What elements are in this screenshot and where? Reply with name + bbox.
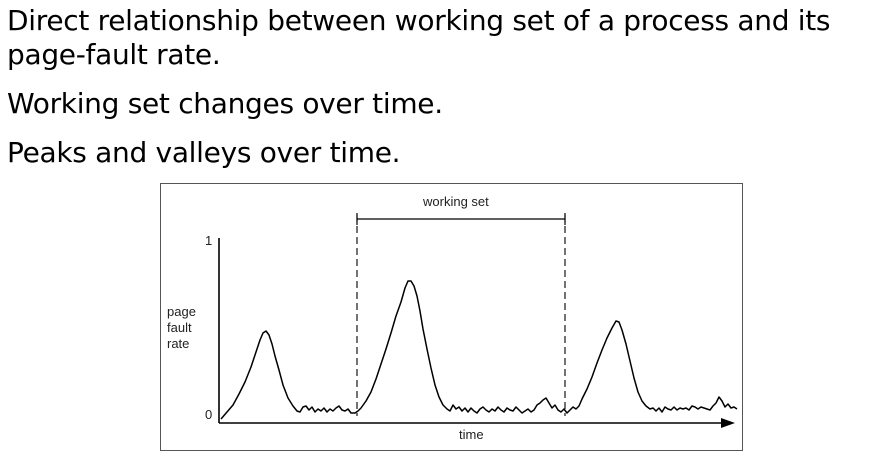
working-set-label: working set <box>423 194 489 209</box>
bullet-text-1: Direct relationship between working set … <box>7 4 831 71</box>
bullet-text-3: Peaks and valleys over time. <box>7 136 401 169</box>
figure-canvas <box>218 213 738 428</box>
x-axis-label: time <box>459 427 484 442</box>
y-axis-tick-zero: 0 <box>205 407 213 422</box>
page-fault-curve <box>220 280 738 420</box>
y-axis-tick-one: 1 <box>205 233 213 248</box>
working-set-page-fault-figure: working set 1 0 page fault rate time <box>160 183 743 451</box>
y-axis-label: page fault rate <box>167 304 196 351</box>
bullet-text-2: Working set changes over time. <box>7 87 443 120</box>
x-axis-arrowhead <box>721 418 735 428</box>
